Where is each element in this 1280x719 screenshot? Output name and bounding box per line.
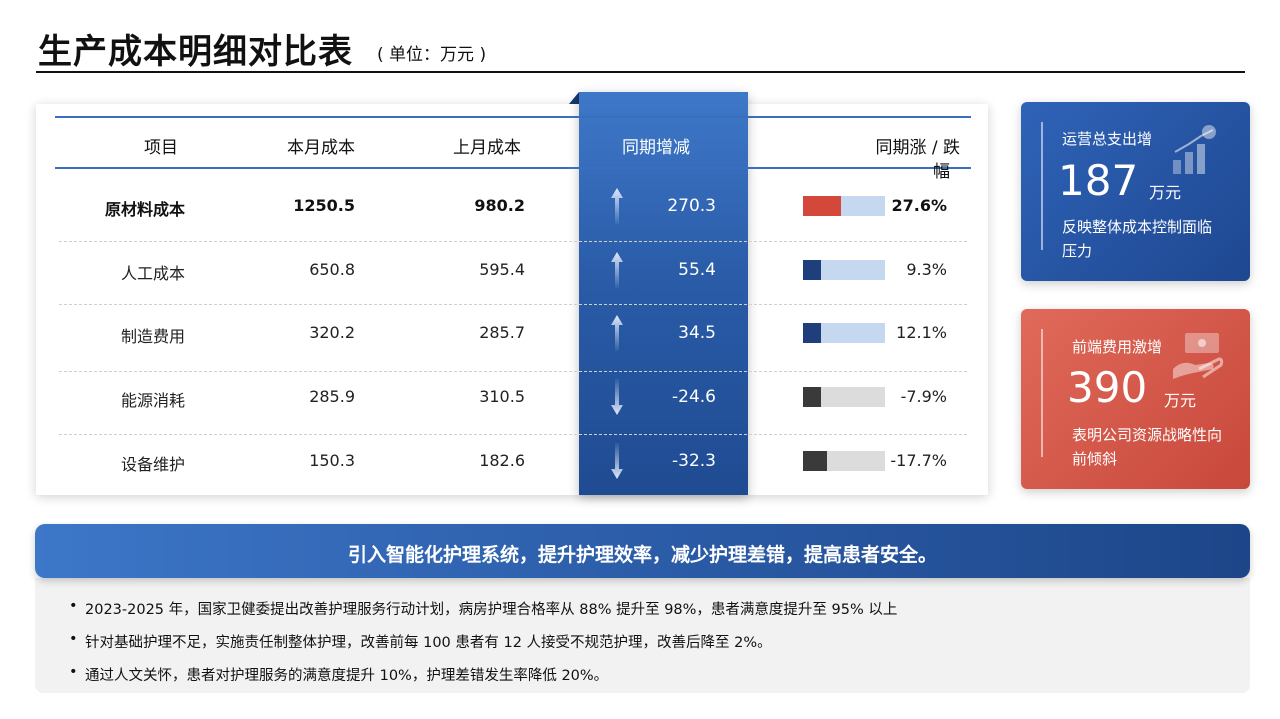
cost-table-card (36, 104, 988, 495)
col-header-pct-wrap: 幅 (933, 162, 950, 182)
arrow-up-icon (611, 252, 623, 288)
kpi-label: 运营总支出增 (1062, 130, 1153, 148)
kpi-description: 反映整体成本控制面临压力 (1062, 218, 1213, 260)
page-title: 生产成本明细对比表 (38, 32, 353, 72)
col-header-item: 项目 (144, 138, 178, 158)
kpi-description: 表明公司资源战略性向前倾斜 (1072, 426, 1223, 468)
headline-banner: 引入智能化护理系统，提升护理效率，减少护理差错，提高患者安全。 (35, 524, 1250, 578)
row-divider (59, 371, 967, 372)
kpi-unit: 万元 (1164, 391, 1197, 410)
table-header-bottom-rule (55, 167, 971, 169)
row-current-cost: 650.8 (309, 260, 355, 279)
col-header-pct: 同期涨 / 跌 (875, 138, 960, 158)
kpi-card-frontend-cost: 前端费用激增 390 万元 表明公司资源战略性向前倾斜 (1021, 309, 1250, 489)
row-item-name: 人工成本 (120, 264, 185, 283)
row-pct-value: 12.1% (896, 323, 947, 342)
row-change-value: -24.6 (672, 387, 716, 407)
kpi-accent-bar (1041, 122, 1043, 250)
pct-bar-fill (803, 323, 821, 343)
note-item: 通过人文关怀，患者对护理服务的满意度提升 10%，护理差错发生率降低 20%。 (69, 664, 608, 685)
notes-panel: 2023-2025 年，国家卫健委提出改善护理服务行动计划，病房护理合格率从 8… (35, 578, 1250, 693)
kpi-card-operating-spend: 运营总支出增 187 万元 反映整体成本控制面临压力 (1021, 102, 1250, 281)
row-current-cost: 150.3 (309, 451, 355, 470)
row-item-name: 设备维护 (120, 455, 185, 474)
row-previous-cost: 980.2 (474, 196, 525, 215)
arrow-down-icon (611, 379, 623, 415)
row-divider (59, 241, 967, 242)
row-previous-cost: 310.5 (479, 387, 525, 406)
row-item-name: 能源消耗 (120, 391, 185, 410)
row-item-name: 原材料成本 (104, 200, 185, 219)
pct-bar-fill (803, 196, 841, 216)
row-pct-value: -17.7% (890, 451, 947, 470)
kpi-label: 前端费用激增 (1072, 338, 1163, 356)
col-header-current: 本月成本 (287, 138, 355, 158)
highlight-notch (569, 92, 579, 104)
pct-bar-track (803, 451, 885, 471)
row-change-value: 34.5 (678, 323, 716, 343)
row-change-value: 55.4 (678, 260, 716, 280)
row-change-value: -32.3 (672, 451, 716, 471)
row-item-name: 制造费用 (120, 327, 185, 346)
pct-bar-track (803, 196, 885, 216)
arrow-up-icon (611, 315, 623, 351)
row-previous-cost: 182.6 (479, 451, 525, 470)
col-header-change: 同期增减 (622, 138, 690, 158)
unit-label: ( 单位：万元 ) (377, 45, 487, 65)
kpi-unit: 万元 (1149, 183, 1182, 202)
pct-bar-track (803, 387, 885, 407)
col-header-previous: 上月成本 (453, 138, 521, 158)
row-divider (59, 304, 967, 305)
row-pct-value: 27.6% (891, 196, 947, 215)
row-divider (59, 434, 967, 435)
row-pct-value: 9.3% (906, 260, 947, 279)
note-item: 2023-2025 年，国家卫健委提出改善护理服务行动计划，病房护理合格率从 8… (69, 598, 897, 619)
arrow-up-icon (611, 188, 623, 224)
arrow-down-icon (611, 443, 623, 479)
table-header-top-rule (55, 116, 971, 118)
kpi-value: 187 (1058, 156, 1139, 205)
pct-bar-track (803, 323, 885, 343)
row-change-value: 270.3 (667, 196, 716, 216)
kpi-accent-bar (1041, 329, 1043, 457)
pct-bar-fill (803, 451, 828, 471)
pct-bar-track (803, 260, 885, 280)
money-hand-icon (1173, 333, 1224, 379)
change-column-highlight (579, 92, 748, 495)
row-current-cost: 320.2 (309, 323, 355, 342)
growth-chart-icon (1173, 125, 1216, 174)
row-pct-value: -7.9% (900, 387, 947, 406)
banner-headline: 引入智能化护理系统，提升护理效率，减少护理差错，提高患者安全。 (347, 544, 937, 566)
row-current-cost: 1250.5 (293, 196, 355, 215)
row-current-cost: 285.9 (309, 387, 355, 406)
note-item: 针对基础护理不足，实施责任制整体护理，改善前每 100 患者有 12 人接受不规… (69, 631, 772, 652)
row-previous-cost: 595.4 (479, 260, 525, 279)
title-divider (36, 71, 1245, 73)
row-previous-cost: 285.7 (479, 323, 525, 342)
pct-bar-fill (803, 387, 821, 407)
pct-bar-fill (803, 260, 821, 280)
kpi-value: 390 (1067, 363, 1148, 412)
